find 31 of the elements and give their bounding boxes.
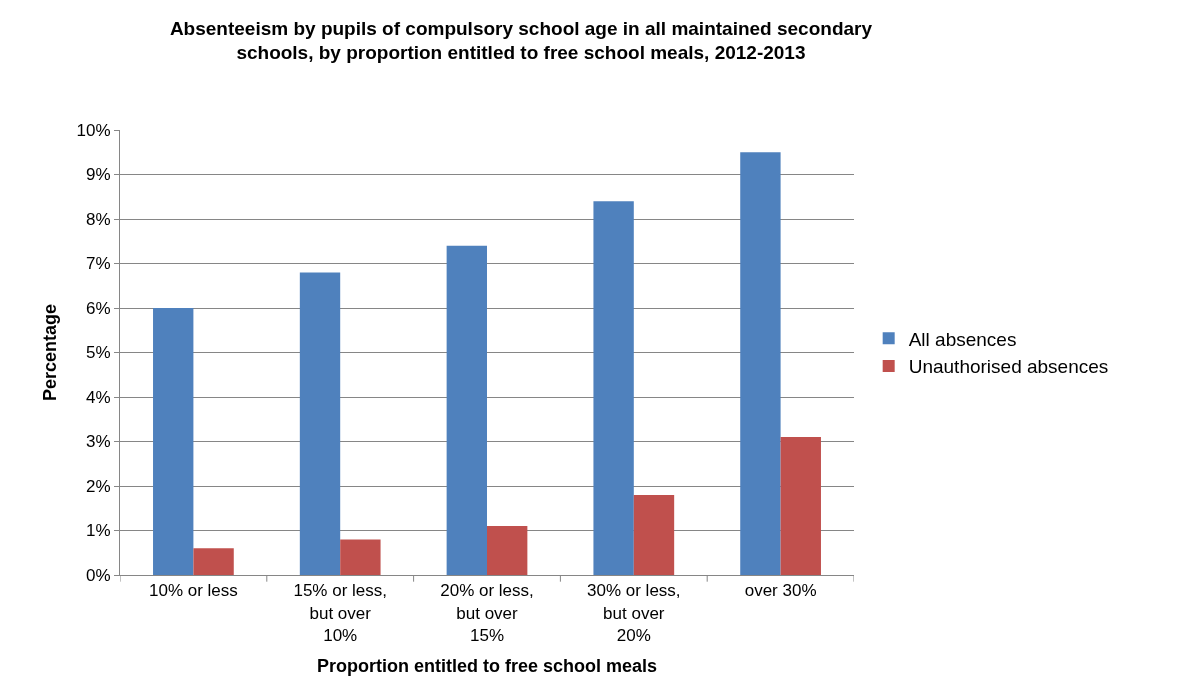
y-tick-label: 8% bbox=[86, 209, 111, 229]
x-tick-label: over 30% bbox=[744, 581, 817, 601]
bar bbox=[593, 201, 634, 575]
bar bbox=[487, 526, 528, 575]
y-tick-label: 9% bbox=[86, 165, 111, 185]
y-tick-label: 0% bbox=[86, 565, 111, 585]
x-axis-title: Proportion entitled to free school meals bbox=[316, 655, 658, 676]
y-tick-label: 3% bbox=[86, 432, 111, 452]
bar bbox=[340, 539, 381, 575]
x-tick-label: 15% or less, but over 10% bbox=[293, 581, 387, 645]
y-tick-label: 7% bbox=[86, 254, 111, 274]
bar bbox=[153, 308, 194, 575]
x-tick-label: 20% or less, but over 15% bbox=[440, 581, 534, 645]
bar bbox=[633, 494, 675, 575]
bar bbox=[780, 437, 821, 575]
bar bbox=[740, 152, 781, 575]
y-tick-label: 4% bbox=[86, 387, 111, 407]
y-tick-label: 5% bbox=[86, 343, 111, 363]
legend-label: Unauthorised absences bbox=[908, 356, 1109, 378]
y-tick-label: 6% bbox=[86, 298, 111, 318]
chart-title: Absenteeism by pupils of compulsory school age in all maintained secondary schools, by proportion entitled to free school meals, 2012-2013 bbox=[169, 17, 873, 64]
y-tick-label: 2% bbox=[86, 476, 111, 496]
x-tick-label: 30% or less, but over 20% bbox=[587, 581, 681, 645]
x-tick-label: 10% or less bbox=[148, 581, 238, 601]
y-axis-title: Percentage bbox=[39, 303, 60, 402]
bar bbox=[193, 548, 234, 575]
legend-label: All absences bbox=[908, 328, 1017, 350]
y-tick-label: 10% bbox=[76, 120, 111, 140]
bar bbox=[446, 245, 487, 575]
bar bbox=[299, 272, 341, 575]
y-tick-label: 1% bbox=[86, 521, 111, 541]
